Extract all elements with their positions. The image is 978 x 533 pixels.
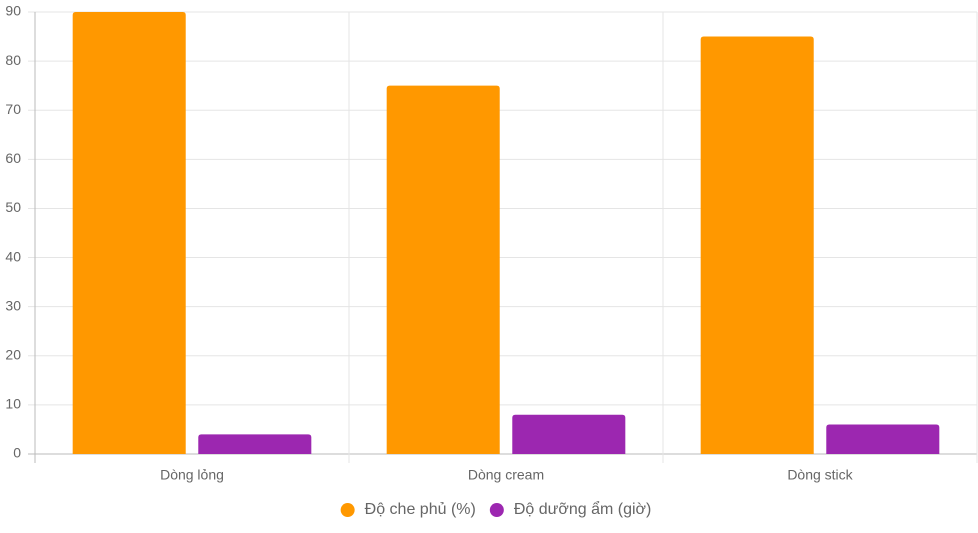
y-tick-label: 0: [13, 445, 21, 461]
legend-label: Độ dưỡng ẩm (giờ): [514, 500, 652, 518]
y-tick-label: 70: [5, 101, 21, 117]
legend-label: Độ che phủ (%): [365, 501, 476, 518]
y-tick-label: 40: [5, 248, 21, 264]
bar: [512, 414, 626, 454]
x-tick-label: Dòng lỏng: [160, 467, 224, 483]
legend: Độ che phủ (%) Độ dưỡng ẩm (giờ): [340, 500, 652, 518]
bar: [826, 424, 940, 454]
legend-marker: [340, 503, 355, 517]
y-tick-label: 20: [5, 346, 21, 362]
legend-marker: [489, 503, 504, 517]
y-tick-label: 50: [5, 199, 21, 215]
y-tick-label: 60: [5, 150, 21, 166]
bar: [700, 36, 814, 455]
y-tick-label: 90: [5, 3, 21, 19]
bar: [198, 434, 312, 454]
bar: [72, 12, 186, 454]
x-tick-label: Dòng stick: [787, 467, 853, 483]
x-tick-label: Dòng cream: [468, 467, 544, 483]
y-tick-label: 80: [5, 52, 21, 68]
bar: [386, 85, 500, 455]
y-tick-label: 30: [5, 297, 21, 313]
y-tick-label: 10: [5, 396, 21, 412]
